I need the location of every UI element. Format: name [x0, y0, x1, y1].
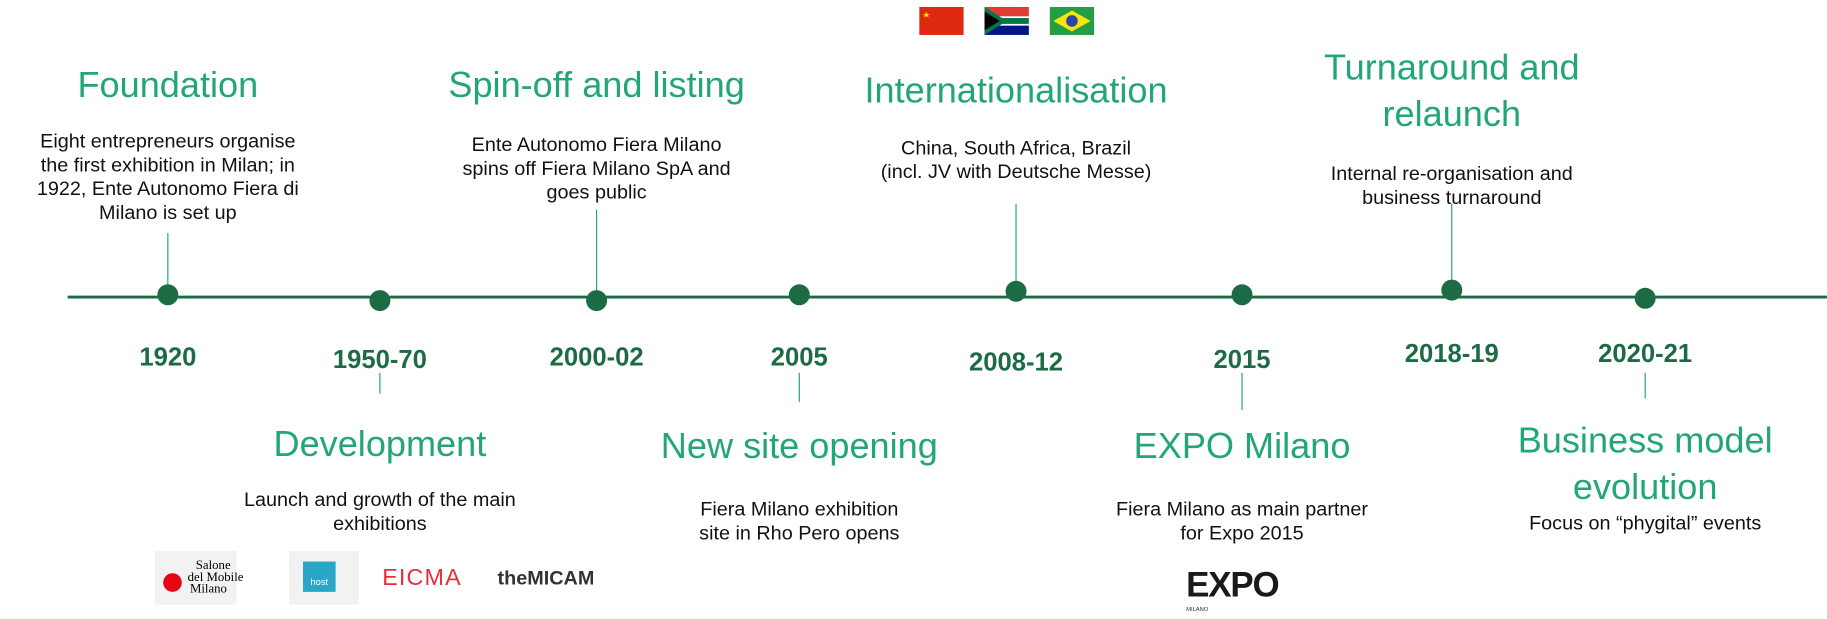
- event-description: goes public: [547, 182, 647, 204]
- milestone-dot: [369, 290, 391, 312]
- milestone-dot: [788, 284, 810, 306]
- event-description: Fiera Milano exhibition: [700, 499, 898, 521]
- event-description: for Expo 2015: [1180, 522, 1303, 544]
- event-title: New site opening: [661, 425, 938, 466]
- event-title: Internationalisation: [864, 70, 1167, 111]
- year: 2015: [1214, 346, 1271, 374]
- flags: [919, 6, 1095, 35]
- logos: Salone del Mobile Milano host EICMA theM…: [155, 551, 1280, 613]
- event-description: exhibitions: [333, 513, 427, 535]
- event-description: 1922, Ente Autonomo Fiera di: [37, 178, 299, 200]
- event-description: China, South Africa, Brazil: [901, 137, 1131, 159]
- event-description: business turnaround: [1362, 187, 1541, 209]
- logo-expo: EXPO: [1186, 565, 1278, 604]
- flag-china: [919, 6, 964, 35]
- event-title: Foundation: [77, 64, 258, 105]
- milestone-dot: [157, 284, 179, 306]
- year: 2005: [771, 344, 828, 372]
- event-description: Fiera Milano as main partner: [1116, 499, 1368, 521]
- event-description: site in Rho Pero opens: [699, 522, 899, 544]
- event-title: relaunch: [1383, 93, 1522, 134]
- logo-expo-city: MILANO: [1186, 607, 1209, 613]
- event-title: Business model: [1518, 419, 1773, 460]
- year: 2020-21: [1598, 340, 1692, 368]
- logo-eicma: EICMA: [382, 564, 462, 590]
- event-description: the first exhibition in Milan; in: [41, 154, 295, 176]
- year: 2018-19: [1405, 340, 1499, 368]
- event-description: spins off Fiera Milano SpA and: [463, 158, 731, 180]
- event-description: Internal re-organisation and: [1331, 163, 1573, 185]
- event-description: Launch and growth of the main: [244, 489, 516, 511]
- milestone-dot: [1634, 287, 1656, 309]
- logo-host: [302, 561, 336, 592]
- milestone-dot: [1005, 280, 1027, 302]
- year: 1920: [139, 344, 196, 372]
- event-description: Milano is set up: [99, 202, 237, 224]
- year: 2000-02: [550, 344, 644, 372]
- year: 1950-70: [333, 346, 427, 374]
- milestone-dot: [1231, 284, 1253, 306]
- logo-salone: Salone: [196, 558, 231, 572]
- event-title: Development: [274, 423, 487, 464]
- event-description: (incl. JV with Deutsche Messe): [881, 161, 1152, 183]
- flag-brazil: [1049, 6, 1095, 35]
- event-title: Turnaround and: [1324, 46, 1580, 87]
- event-description: Eight entrepreneurs organise: [40, 130, 295, 152]
- milestone-dot: [586, 290, 608, 312]
- logo-micam: theMICAM: [498, 567, 595, 589]
- event-description: Ente Autonomo Fiera Milano: [472, 134, 722, 156]
- event-title: evolution: [1573, 466, 1718, 507]
- year: 2008-12: [969, 348, 1063, 376]
- event-title: EXPO Milano: [1134, 425, 1351, 466]
- event-title: Spin-off and listing: [448, 64, 744, 105]
- milestone-dot: [1441, 279, 1463, 301]
- logo-salone: del Mobile: [188, 570, 244, 584]
- logo-host-text: host: [311, 577, 329, 587]
- flag-south-africa: [984, 6, 1029, 35]
- event-description: Focus on “phygital” events: [1529, 513, 1761, 535]
- logo-salone: Milano: [190, 581, 227, 595]
